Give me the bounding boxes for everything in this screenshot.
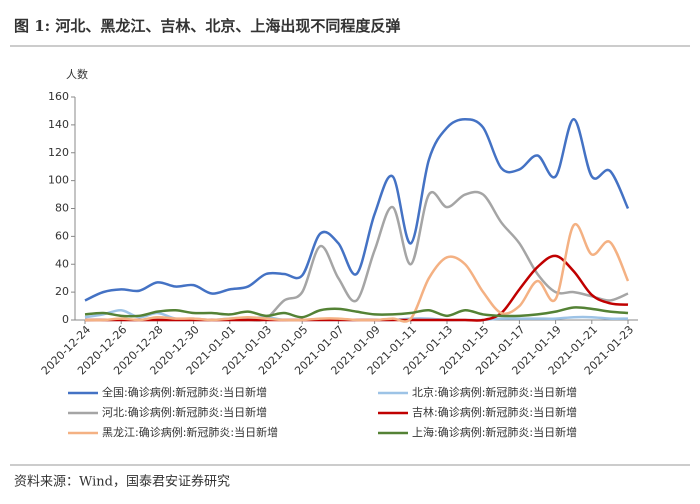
series-line	[84, 118, 630, 302]
source: 资料来源：Wind，国泰君安证券研究	[14, 474, 230, 490]
y-tick-label: 60	[55, 229, 69, 242]
legend-label: 河北:确诊病例:新冠肺炎:当日新增	[102, 405, 267, 419]
y-tick-label: 80	[55, 202, 69, 215]
series-line	[84, 306, 629, 319]
legend-label: 吉林:确诊病例:新冠肺炎:当日新增	[412, 405, 577, 419]
chart-title: 图 1: 河北、黑龙江、吉林、北京、上海出现不同程度反弹	[14, 17, 400, 35]
series-line	[84, 190, 629, 322]
y-tick-label: 140	[48, 118, 69, 131]
y-tick-label: 40	[55, 257, 69, 270]
y-tick-label: 20	[55, 285, 69, 298]
legend-label: 北京:确诊病例:新冠肺炎:当日新增	[412, 385, 577, 399]
legend-label: 全国:确诊病例:新冠肺炎:当日新增	[102, 385, 267, 399]
legend-label: 上海:确诊病例:新冠肺炎:当日新增	[412, 425, 577, 439]
y-tick-label: 100	[48, 174, 69, 187]
y-axis-label: 人数	[66, 68, 88, 81]
y-tick-label: 160	[48, 90, 69, 103]
y-tick-label: 120	[48, 146, 69, 159]
y-tick-label: 0	[62, 313, 69, 326]
series-line	[84, 222, 630, 323]
legend-label: 黑龙江:确诊病例:新冠肺炎:当日新增	[102, 425, 278, 439]
